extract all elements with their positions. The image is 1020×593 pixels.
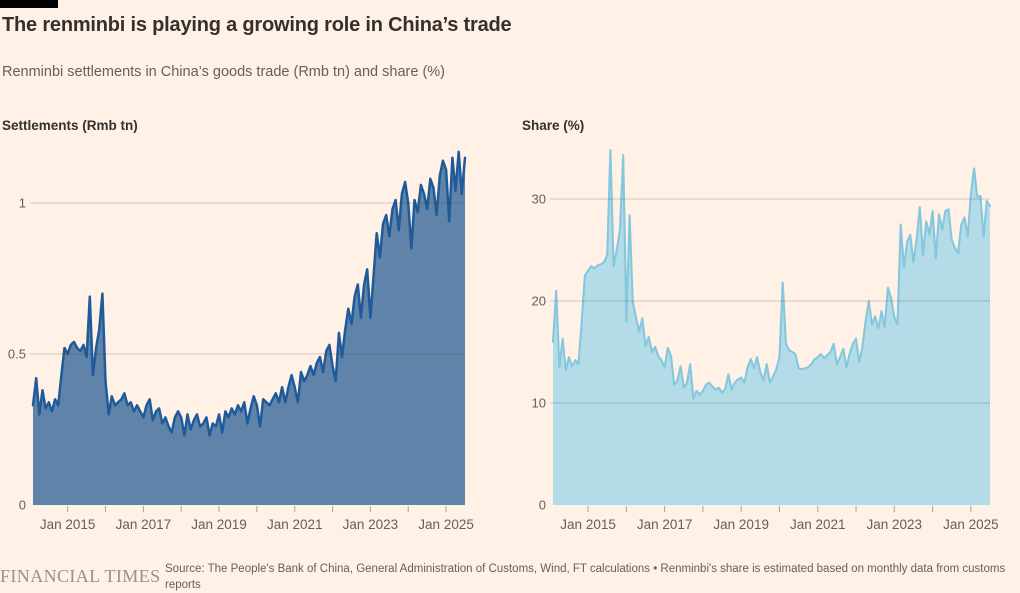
right-area	[553, 150, 990, 505]
right-line	[551, 148, 992, 400]
left-xtick-label: Jan 2015	[40, 517, 96, 532]
share-chart: 0 10 20 30 Jan 2015 Jan 2017 Jan 2019 Jan 2021 J…	[532, 148, 999, 532]
right-xtick-label: Jan 2019	[713, 517, 769, 532]
left-area	[33, 151, 465, 505]
settlements-chart: 0 0.5 1 Jan 2015 Jan 2017 Jan 2019 Jan 2021 Jan…	[8, 150, 474, 532]
left-xtick-label: Jan 2017	[116, 517, 172, 532]
right-ytick-label: 0	[539, 498, 546, 513]
right-ytick-label: 30	[532, 192, 546, 207]
left-xtick-label: Jan 2019	[191, 517, 247, 532]
share-panel-label: Share (%)	[522, 118, 585, 133]
right-xtick-label: Jan 2025	[943, 517, 999, 532]
right-xtick-label: Jan 2021	[790, 517, 846, 532]
right-ytick-label: 10	[532, 396, 546, 411]
left-ytick-label: 0	[19, 498, 26, 513]
right-xtick-label: Jan 2017	[637, 517, 693, 532]
chart-title: The renminbi is playing a growing role i…	[2, 14, 512, 36]
left-ytick-label: 0.5	[8, 347, 26, 362]
chart-subtitle: Renminbi settlements in China’s goods tr…	[2, 64, 445, 80]
settlements-panel-label: Settlements (Rmb tn)	[2, 118, 138, 133]
right-xtick-label: Jan 2023	[867, 517, 923, 532]
left-xtick-label: Jan 2025	[418, 517, 474, 532]
source-note: Source: The People's Bank of China, Gene…	[165, 563, 1006, 592]
left-ytick-label: 1	[19, 196, 26, 211]
left-xtick-label: Jan 2021	[267, 517, 323, 532]
left-line	[31, 150, 467, 437]
ft-logo: FINANCIAL TIMES	[0, 566, 161, 586]
brand-bar	[0, 0, 58, 8]
right-ytick-label: 20	[532, 294, 546, 309]
left-xtick-label: Jan 2023	[343, 517, 399, 532]
right-xtick-label: Jan 2015	[560, 517, 616, 532]
